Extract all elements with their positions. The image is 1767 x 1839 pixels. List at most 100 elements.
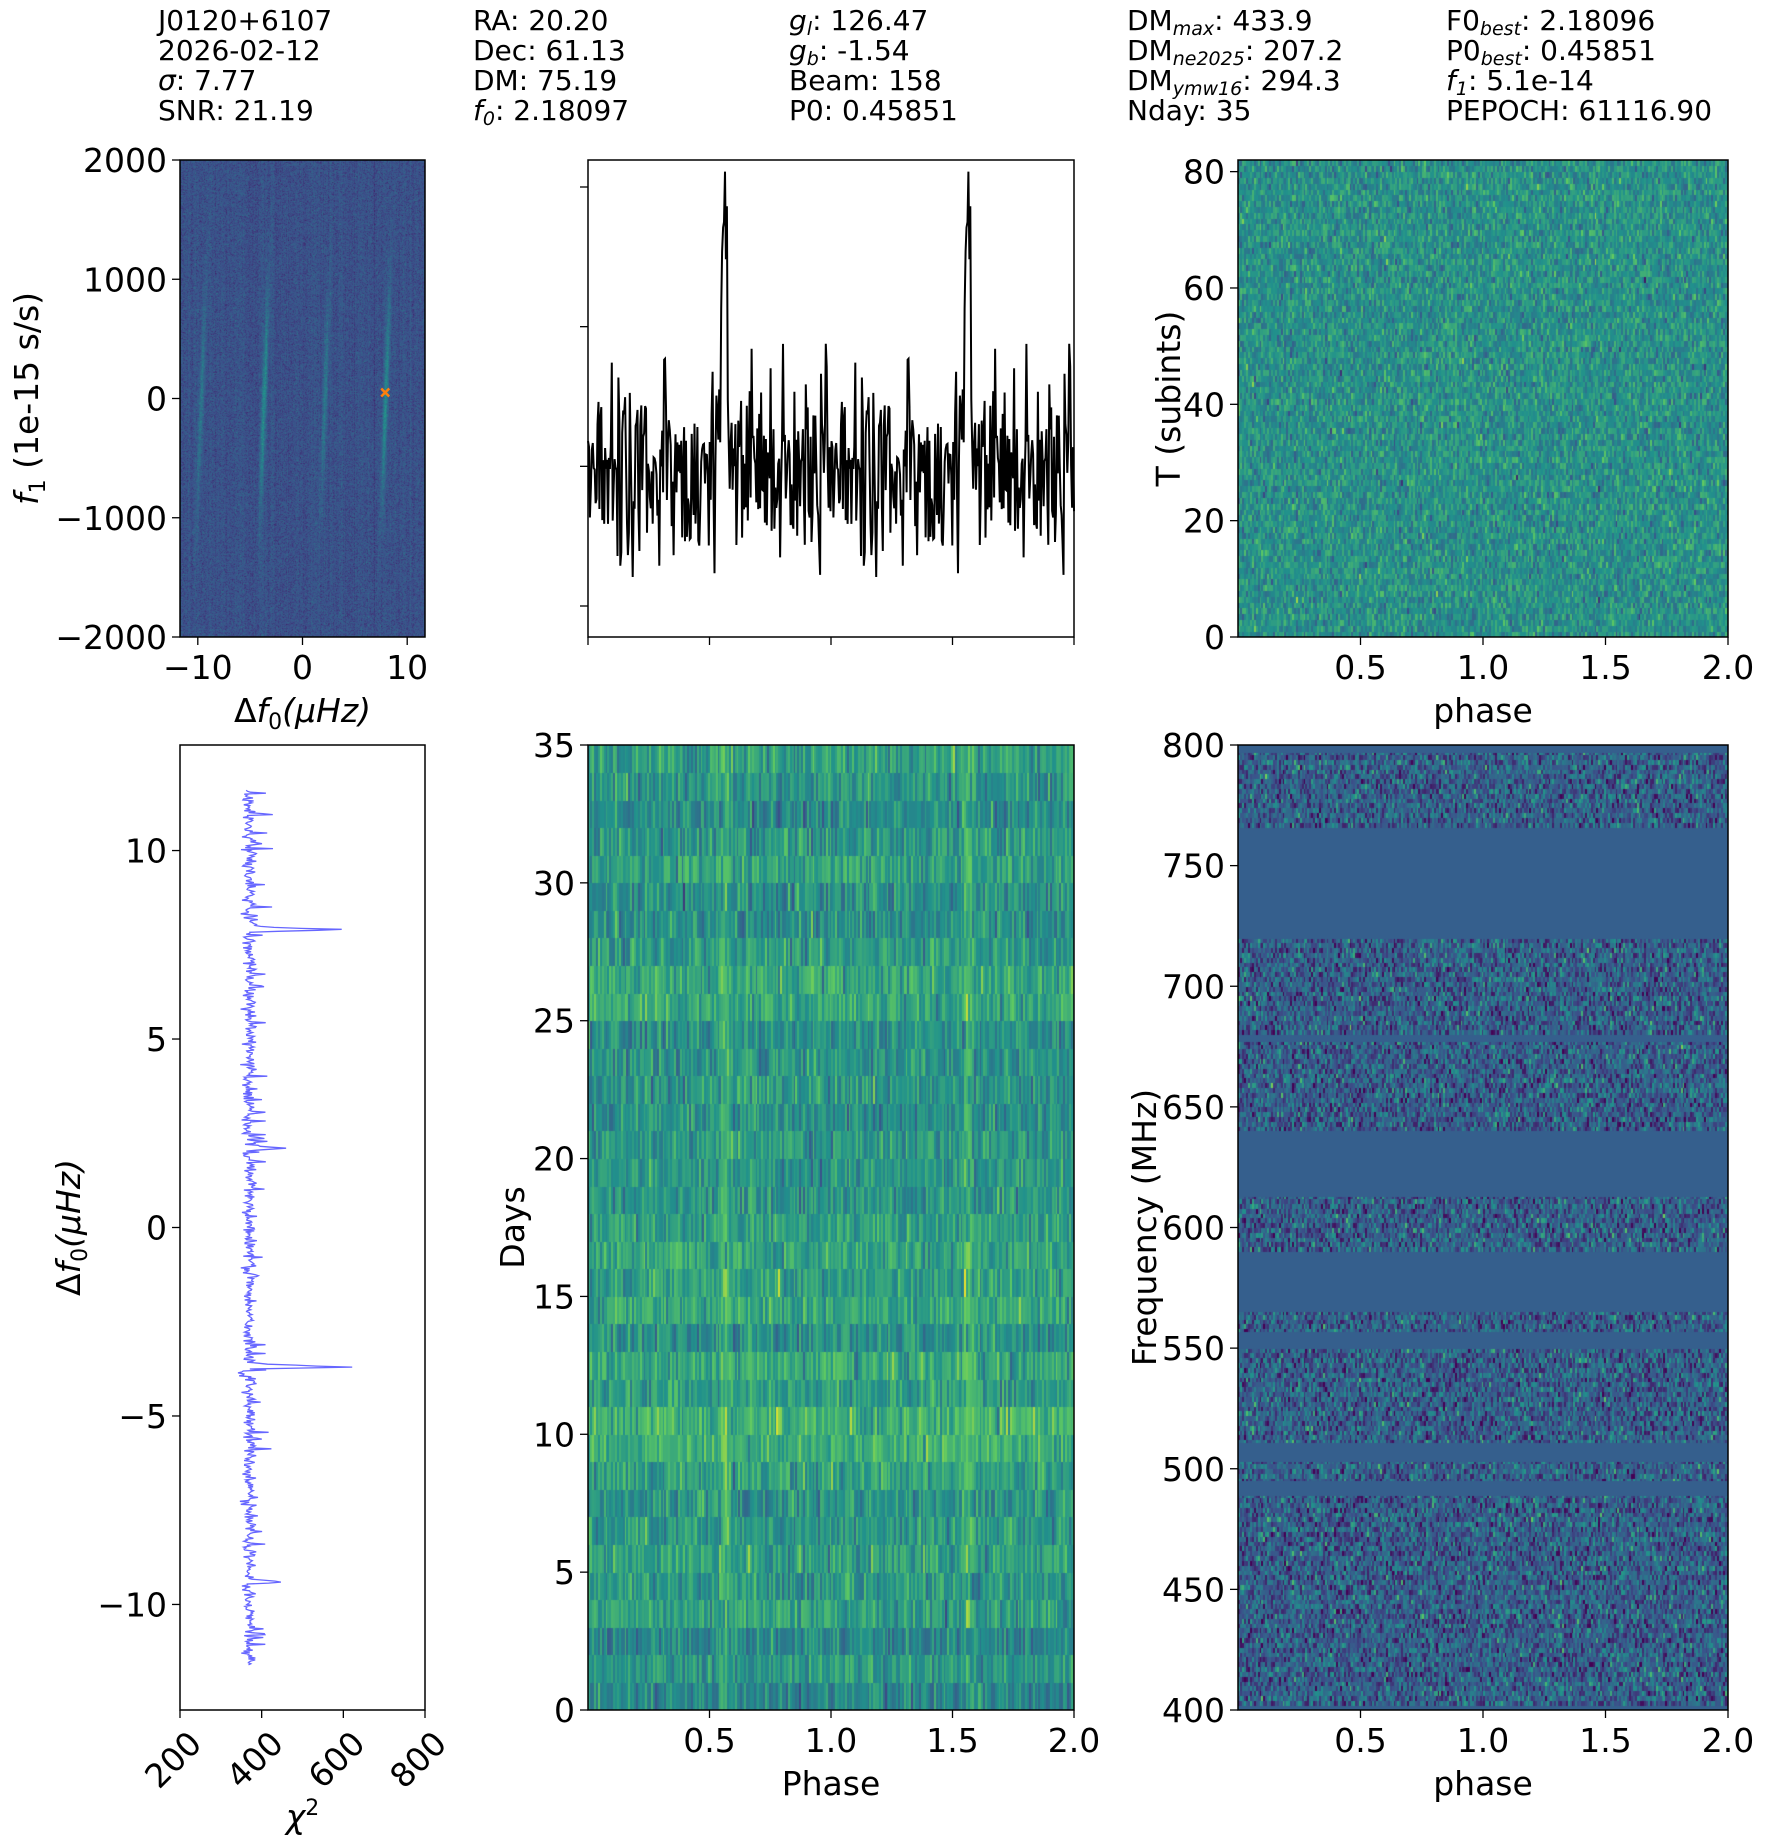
y-tick-label: 0 <box>146 1209 167 1248</box>
y-tick-label: 750 <box>1162 847 1225 886</box>
label-prefix: Δ <box>49 1273 88 1296</box>
x-tick-label: 2.0 <box>1048 1721 1100 1760</box>
y-tick-label: −1000 <box>55 499 167 538</box>
header-field: Beam: 158 <box>789 66 958 96</box>
header-field: F0best: 2.18096 <box>1446 4 1712 39</box>
best-candidate-marker <box>380 387 391 398</box>
y-tick-label: 10 <box>533 1415 575 1454</box>
field-value: : 35 <box>1197 94 1252 127</box>
phase-days-plot: 0.5 1.0 1.5 2.0 0 5 10 15 20 25 30 35 Phase Days <box>493 726 1100 1803</box>
label-suffix: (μHz) <box>282 691 371 730</box>
y-tick-label: 1000 <box>83 260 167 299</box>
y-tick-label: 40 <box>1183 385 1225 424</box>
field-name: F0 <box>1446 4 1480 37</box>
field-value: : 158 <box>869 64 942 97</box>
field-value: : 20.20 <box>509 4 609 37</box>
y-axis-label: Frequency (MHz) <box>1125 1089 1164 1366</box>
field-name: SNR <box>158 94 216 127</box>
phase-subint-plot: 0.5 1.0 1.5 2.0 0 20 40 60 80 phase T (subints) <box>1149 153 1754 730</box>
y-tick-label: 60 <box>1183 269 1225 308</box>
y-tick-label: 700 <box>1162 967 1225 1006</box>
label-subscript: 1 <box>26 479 51 493</box>
field-name: DM <box>473 64 519 97</box>
x-tick-label: 200 <box>137 1724 209 1796</box>
x-axis-label: phase <box>1433 1764 1533 1803</box>
x-tick-label: 0.5 <box>1334 1721 1386 1760</box>
field-value: : 0.45851 <box>823 94 958 127</box>
x-tick-label: 1.5 <box>1579 648 1631 687</box>
header-field: DM: 75.19 <box>473 66 629 96</box>
field-subscript: ymw16 <box>1172 78 1243 100</box>
field-value: : 5.1e-14 <box>1467 64 1594 97</box>
field-name: g <box>789 4 807 37</box>
field-subscript: best <box>1479 18 1522 40</box>
y-tick-label: 20 <box>1183 502 1225 541</box>
y-tick-label: 0 <box>146 380 167 419</box>
field-subscript: l <box>806 18 813 40</box>
field-value: : 2.18097 <box>494 94 630 127</box>
field-name: P0 <box>789 94 824 127</box>
field-subscript: ne2025 <box>1172 48 1245 70</box>
y-tick-label: −2000 <box>55 618 167 657</box>
axes-frame <box>179 744 426 1711</box>
header-field: SNR: 21.19 <box>158 96 332 126</box>
y-tick-label: −5 <box>118 1397 167 1436</box>
field-subscript: best <box>1480 48 1522 70</box>
y-tick-label: 5 <box>554 1553 575 1592</box>
field-name: g <box>789 34 807 67</box>
chi2-vs-f0-plot: 200 400 600 800 −10 −5 0 5 10 χ2 Δf0(μHz) <box>49 744 454 1836</box>
y-axis-label: Δf0(μHz) <box>49 1159 93 1296</box>
header-column: J0120+6107 2026-02-12 σ: 7.77 SNR: 21.19 <box>158 6 332 126</box>
x-tick-label: 0.5 <box>683 1721 735 1760</box>
label-superscript: 2 <box>305 1796 319 1821</box>
x-tick-label: 1.0 <box>1457 648 1509 687</box>
field-name: PEPOCH <box>1446 94 1561 127</box>
label-suffix: (μHz) <box>49 1159 88 1248</box>
y-tick-label: −10 <box>97 1585 167 1624</box>
x-tick-label: 1.0 <box>805 1721 857 1760</box>
field-value: : 61116.90 <box>1560 94 1713 127</box>
y-tick-label: 20 <box>533 1140 575 1179</box>
label-prefix: Δ <box>234 691 257 730</box>
field-value: : 207.2 <box>1244 34 1344 67</box>
field-name: DM <box>1127 64 1173 97</box>
label-variable: χ <box>284 1797 307 1836</box>
field-subscript: 0 <box>482 108 495 130</box>
field-subscript: max <box>1172 18 1215 40</box>
header-column: gl: 126.47 gb: -1.54 Beam: 158 P0: 0.45851 <box>789 6 958 126</box>
x-tick-label: 600 <box>300 1724 372 1796</box>
y-tick-label: 400 <box>1162 1691 1225 1730</box>
header-field: P0: 0.45851 <box>789 96 958 126</box>
x-tick-label: 2.0 <box>1702 1721 1754 1760</box>
phase-subint-heatmap <box>1238 160 1728 637</box>
field-value: : 126.47 <box>812 4 929 37</box>
x-tick-label: −10 <box>163 648 233 687</box>
header-field: PEPOCH: 61116.90 <box>1446 96 1712 126</box>
y-tick-label: 35 <box>533 726 575 765</box>
profile-line <box>587 171 1075 578</box>
header-field: σ: 7.77 <box>158 66 332 96</box>
field-name: Beam <box>789 64 870 97</box>
label-suffix: (1e-15 s/s) <box>7 292 46 479</box>
y-tick-label: 2000 <box>83 141 167 180</box>
field-name: Dec <box>473 34 528 67</box>
x-tick-label: 800 <box>382 1724 454 1796</box>
phase-frequency-heatmap <box>1238 745 1728 1710</box>
field-value: : 0.45851 <box>1521 34 1656 67</box>
axes-frame <box>587 744 1075 1711</box>
header-field: RA: 20.20 <box>473 6 629 36</box>
header-field: Dec: 61.13 <box>473 36 629 66</box>
y-tick-label: 10 <box>125 832 167 871</box>
pulse-profile-plot <box>580 159 1075 645</box>
y-axis-label: f1 (1e-15 s/s) <box>7 292 51 505</box>
y-tick-label: 450 <box>1162 1570 1225 1609</box>
chi2-line <box>237 789 353 1666</box>
header-field: f0: 2.18097 <box>473 94 630 129</box>
header-field: DMmax: 433.9 <box>1127 6 1343 39</box>
label-subscript: 0 <box>68 1248 93 1262</box>
header-column: F0best: 2.18096 P0best: 0.45851 f1: 5.1e-1… <box>1446 6 1712 126</box>
x-tick-label: 1.5 <box>1579 1721 1631 1760</box>
field-subscript: 1 <box>1455 78 1468 100</box>
header-column: DMmax: 433.9 DMne2025: 207.2 DMymw16: 294.… <box>1127 6 1343 126</box>
